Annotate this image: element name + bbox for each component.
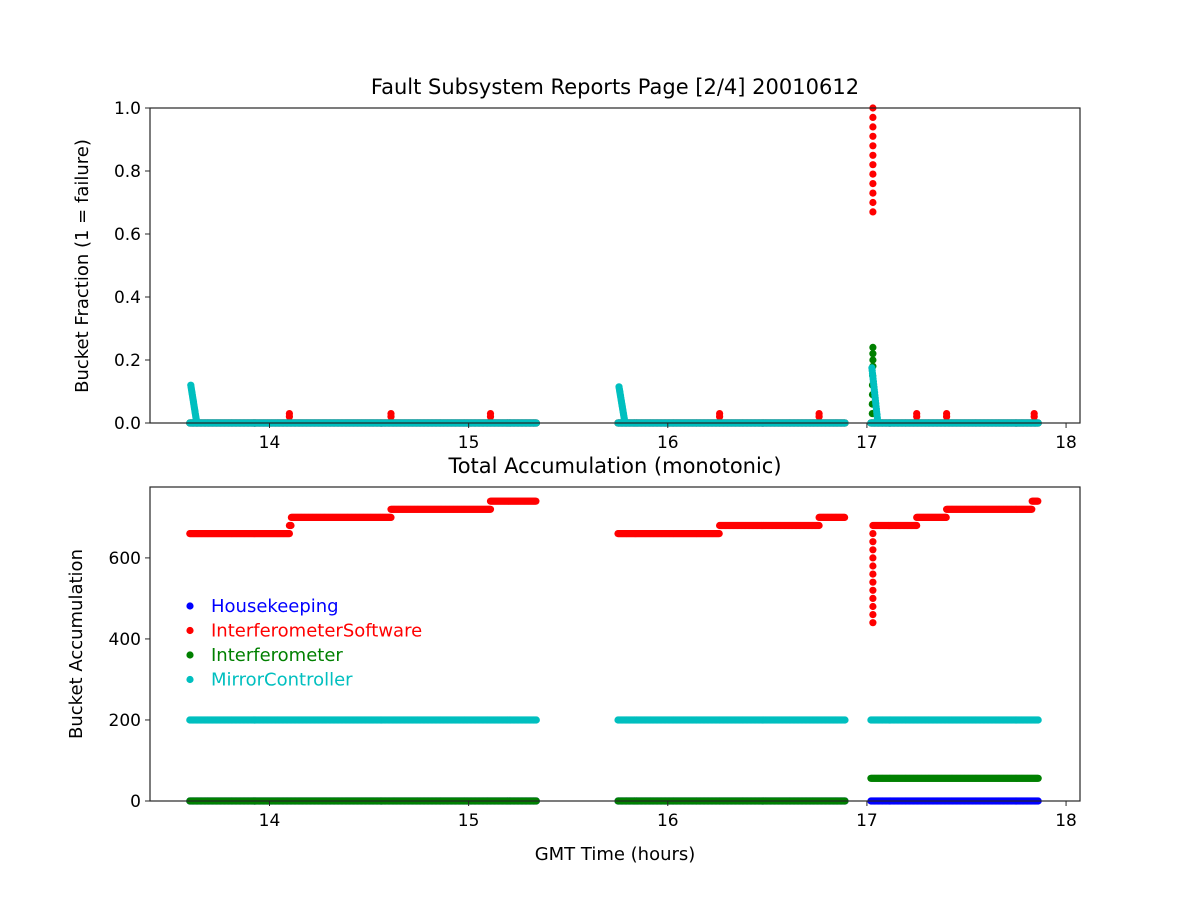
series-1 bbox=[186, 104, 1042, 426]
x-tick-label: 18 bbox=[1055, 433, 1077, 453]
top-frame bbox=[150, 108, 1080, 423]
data-point bbox=[943, 410, 950, 417]
data-point bbox=[869, 133, 876, 140]
bottom-title: Total Accumulation (monotonic) bbox=[447, 454, 781, 478]
y-tick-label: 0.0 bbox=[114, 414, 141, 434]
data-point bbox=[869, 152, 876, 159]
data-point bbox=[869, 161, 876, 168]
x-tick-label: 16 bbox=[657, 433, 679, 453]
x-tick-label: 17 bbox=[856, 433, 878, 453]
bottom-ylabel: Bucket Accumulation bbox=[66, 549, 87, 739]
y-tick-label: 1.0 bbox=[114, 99, 141, 119]
data-point bbox=[869, 142, 876, 149]
data-point bbox=[869, 180, 876, 187]
bottom-xlabel: GMT Time (hours) bbox=[535, 844, 696, 865]
data-point bbox=[286, 530, 293, 537]
top-ticks: 14 15 16 17 18 0.0 0.2 0.4 0.6 0.8 1.0 bbox=[114, 99, 1077, 453]
data-point bbox=[869, 114, 876, 121]
data-point bbox=[869, 171, 876, 178]
top-title: Fault Subsystem Reports Page [2/4] 20010… bbox=[371, 75, 859, 99]
data-point bbox=[1031, 410, 1038, 417]
x-tick-label: 14 bbox=[259, 433, 281, 453]
data-point bbox=[869, 344, 876, 351]
y-tick-label: 0.2 bbox=[114, 351, 141, 371]
data-point bbox=[869, 208, 876, 215]
data-point bbox=[716, 410, 723, 417]
data-point bbox=[869, 356, 876, 363]
y-tick-label: 0.8 bbox=[114, 162, 141, 182]
data-point bbox=[387, 410, 394, 417]
data-point bbox=[869, 190, 876, 197]
data-point bbox=[869, 350, 876, 357]
bottom-axes: Total Accumulation (monotonic) Bucket Ac… bbox=[66, 454, 1080, 865]
data-point bbox=[286, 410, 293, 417]
data-point bbox=[869, 199, 876, 206]
x-tick-label: 15 bbox=[458, 433, 480, 453]
data-point bbox=[487, 410, 494, 417]
data-point bbox=[816, 410, 823, 417]
y-tick-label: 0.6 bbox=[114, 225, 141, 245]
y-tick-label: 0.4 bbox=[114, 288, 141, 308]
top-marks bbox=[186, 104, 1042, 426]
data-point bbox=[913, 410, 920, 417]
top-axes: Fault Subsystem Reports Page [2/4] 20010… bbox=[72, 75, 1080, 453]
top-ylabel: Bucket Fraction (1 = failure) bbox=[72, 139, 93, 393]
data-point bbox=[869, 123, 876, 130]
data-point bbox=[287, 522, 294, 529]
